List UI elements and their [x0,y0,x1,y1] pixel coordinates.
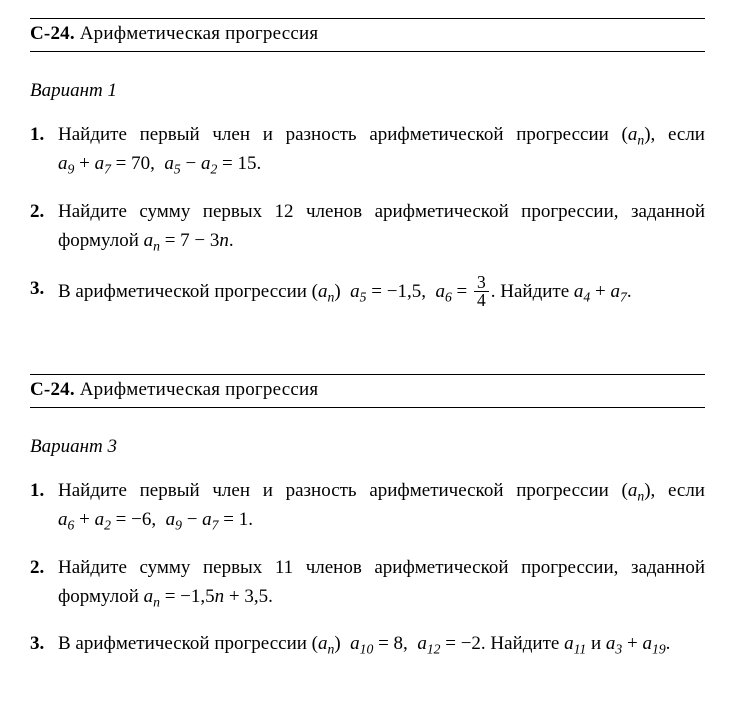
problem-item: Найдите сумму первых 11 членов арифметич… [30,553,705,612]
variant-label: Вариант 1 [30,80,705,102]
section-spacer [30,328,705,374]
problem-item: Найдите сумму первых 12 членов арифметич… [30,197,705,256]
problem-list: Найдите первый член и разность арифметич… [30,120,705,310]
section-heading: С-24. Арифметическая прогрессия [30,19,705,51]
variant-label: Вариант 3 [30,436,705,458]
problem-item: В арифметической прогрессии (an) a10 = 8… [30,629,705,658]
problem-item: Найдите первый член и разность арифметич… [30,476,705,535]
problem-item: Найдите первый член и разность арифметич… [30,120,705,179]
problem-item: В арифметической прогрессии (an) a5 = −1… [30,274,705,310]
rule-bottom [30,407,705,408]
section-label: С-24. [30,23,75,44]
document-page: С-24. Арифметическая прогрессия Вариант 1… [0,0,735,701]
section-heading: С-24. Арифметическая прогрессия [30,375,705,407]
section-label: С-24. [30,379,75,400]
section-title: Арифметическая прогрессия [80,23,319,44]
rule-bottom [30,51,705,52]
problem-list: Найдите первый член и разность арифметич… [30,476,705,659]
section-title: Арифметическая прогрессия [80,379,319,400]
